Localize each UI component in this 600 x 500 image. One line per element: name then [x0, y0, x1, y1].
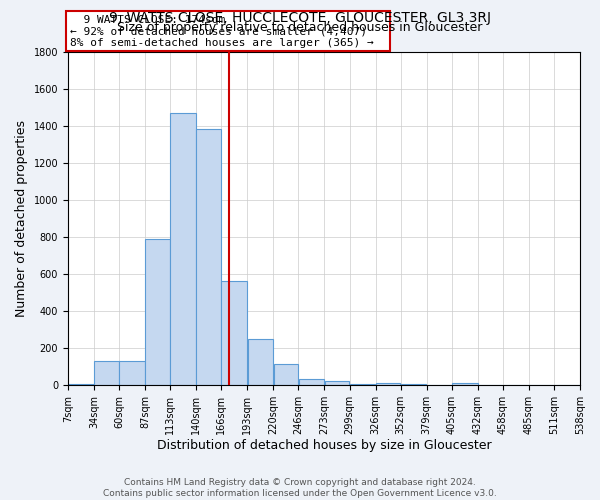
Bar	[248, 340, 273, 385]
Bar	[325, 381, 349, 385]
Bar	[196, 130, 221, 385]
Bar	[452, 383, 478, 385]
Bar	[170, 112, 196, 385]
Bar	[145, 238, 170, 385]
Text: Size of property relative to detached houses in Gloucester: Size of property relative to detached ho…	[118, 21, 482, 34]
Text: Contains HM Land Registry data © Crown copyright and database right 2024.
Contai: Contains HM Land Registry data © Crown c…	[103, 478, 497, 498]
Bar	[401, 384, 427, 385]
Bar	[299, 380, 324, 385]
Bar	[221, 281, 247, 385]
Bar	[274, 364, 298, 385]
Bar	[94, 361, 119, 385]
Bar	[68, 384, 94, 385]
Text: 9, WATTS CLOSE, HUCCLECOTE, GLOUCESTER, GL3 3RJ: 9, WATTS CLOSE, HUCCLECOTE, GLOUCESTER, …	[109, 11, 491, 25]
X-axis label: Distribution of detached houses by size in Gloucester: Distribution of detached houses by size …	[157, 440, 491, 452]
Bar	[376, 383, 400, 385]
Bar	[119, 361, 145, 385]
Bar	[350, 384, 376, 385]
Y-axis label: Number of detached properties: Number of detached properties	[15, 120, 28, 316]
Text: 9 WATTS CLOSE: 174sqm
← 92% of detached houses are smaller (4,407)
8% of semi-de: 9 WATTS CLOSE: 174sqm ← 92% of detached …	[70, 14, 387, 48]
